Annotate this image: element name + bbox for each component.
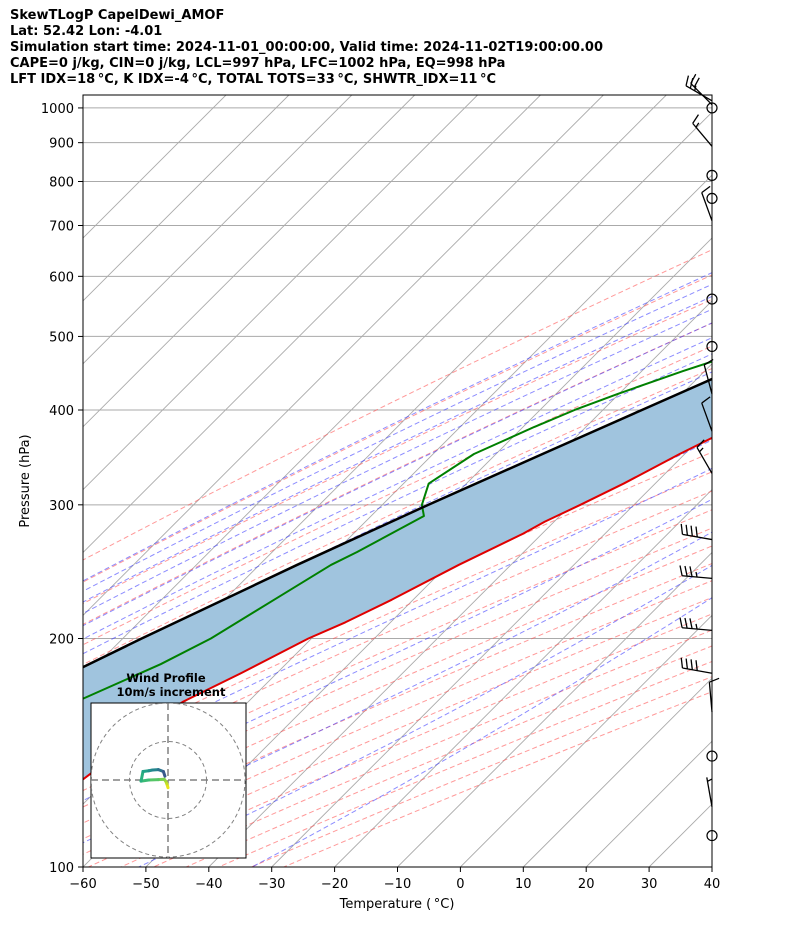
title-latlon: Lat: 52.42 Lon: -4.01 xyxy=(10,24,163,39)
x-axis-ticks: −60 −50 −40 −30 −20 −10 0 10 20 30 40 xyxy=(69,867,720,892)
wind-barbs xyxy=(679,73,720,842)
isotherm-line xyxy=(83,95,541,554)
wind-barb-calm xyxy=(706,192,718,205)
y-axis-label: Pressure (hPa) xyxy=(18,434,33,527)
wind-barb-calm xyxy=(706,750,718,762)
isotherm-line xyxy=(397,551,712,867)
y-tick-label: 700 xyxy=(49,220,74,235)
parcel-path-line xyxy=(83,377,712,669)
hodograph-segment xyxy=(139,770,145,783)
x-tick-label: −50 xyxy=(132,877,159,892)
x-tick-label: 10 xyxy=(515,877,532,892)
moist-adiabat xyxy=(83,272,712,582)
wind-barb xyxy=(680,523,713,541)
wind-barb xyxy=(679,565,713,580)
moist-adiabat xyxy=(83,322,712,627)
wind-barb-calm xyxy=(706,293,718,305)
dry-adiabat xyxy=(83,367,712,666)
isotherm-line xyxy=(83,95,604,617)
y-tick-label: 200 xyxy=(49,632,74,647)
dry-adiabat xyxy=(83,490,712,775)
wind-barb xyxy=(692,114,713,147)
moist-adiabat xyxy=(83,308,712,614)
title-indices: LFT IDX=18 °C, K IDX=-4 °C, TOTAL TOTS=3… xyxy=(10,72,497,87)
dry-adiabat xyxy=(83,527,712,808)
moist-adiabat xyxy=(83,498,712,802)
y-axis-ticks: 1000 900 800 700 600 500 400 300 200 100 xyxy=(41,102,83,876)
y-tick-label: 300 xyxy=(49,499,74,514)
y-tick-label: 1000 xyxy=(41,102,74,117)
title-cape: CAPE=0 j/kg, CIN=0 j/kg, LCL=997 hPa, LF… xyxy=(10,56,506,71)
title-times: Simulation start time: 2024-11-01_00:00:… xyxy=(10,40,603,55)
wind-barb-calm xyxy=(706,340,718,353)
x-axis-label: Temperature ( °C) xyxy=(339,897,455,912)
isotherm-line xyxy=(83,95,478,491)
isotherm-line xyxy=(271,426,712,867)
isotherm-line xyxy=(711,866,712,867)
wind-barb xyxy=(679,617,713,632)
chart-title-block: SkewTLogP CapelDewi_AMOF Lat: 52.42 Lon:… xyxy=(10,8,603,88)
isotherm-line xyxy=(522,677,712,867)
isotherm-line xyxy=(83,95,416,428)
moist-adiabat xyxy=(83,467,712,766)
isotherm-line xyxy=(334,488,712,867)
dry-adiabat xyxy=(83,274,712,583)
x-tick-label: −60 xyxy=(69,877,96,892)
wind-barb-calm xyxy=(706,102,718,114)
wind-barb xyxy=(701,396,713,432)
wind-barb xyxy=(701,185,713,222)
wind-barb xyxy=(703,358,714,395)
dewpoint-line xyxy=(83,360,712,700)
cape-cin-shading xyxy=(83,379,712,780)
x-tick-label: −30 xyxy=(258,877,285,892)
isotherm-line xyxy=(648,803,712,867)
hodograph-subtitle: 10m/s increment xyxy=(117,685,226,699)
wind-barb xyxy=(708,677,720,713)
x-tick-label: 30 xyxy=(641,877,658,892)
x-tick-label: −40 xyxy=(195,877,222,892)
title-station: SkewTLogP CapelDewi_AMOF xyxy=(10,8,225,23)
x-tick-label: 0 xyxy=(456,877,464,892)
y-tick-label: 800 xyxy=(49,175,74,190)
hodograph-title: Wind Profile xyxy=(126,671,206,685)
wind-barb xyxy=(690,73,713,106)
wind-barb xyxy=(680,657,713,674)
y-tick-label: 500 xyxy=(49,330,74,345)
moist-adiabat xyxy=(83,283,712,592)
isotherm-line xyxy=(83,95,227,239)
isotherm-line xyxy=(83,95,353,365)
wind-barb-calm xyxy=(706,829,718,842)
wind-barb xyxy=(706,777,713,808)
y-tick-label: 900 xyxy=(49,137,74,152)
wind-barb-calm xyxy=(706,169,718,181)
x-tick-label: −10 xyxy=(384,877,411,892)
dry-adiabat xyxy=(83,298,712,605)
x-tick-label: 40 xyxy=(704,877,721,892)
hodograph-inset: Wind Profile 10m/s increment xyxy=(90,671,247,859)
moist-adiabat xyxy=(83,353,712,655)
isotherm-line xyxy=(460,614,712,867)
hodograph-segment xyxy=(161,770,167,778)
x-tick-label: 20 xyxy=(578,877,595,892)
wind-barb xyxy=(696,439,713,474)
x-tick-label: −20 xyxy=(321,877,348,892)
isotherm-line xyxy=(83,95,290,302)
y-tick-label: 100 xyxy=(49,861,74,876)
y-tick-label: 400 xyxy=(49,404,74,419)
isotherm-line xyxy=(775,95,794,867)
dry-adiabat xyxy=(83,345,712,646)
y-tick-label: 600 xyxy=(49,270,74,285)
